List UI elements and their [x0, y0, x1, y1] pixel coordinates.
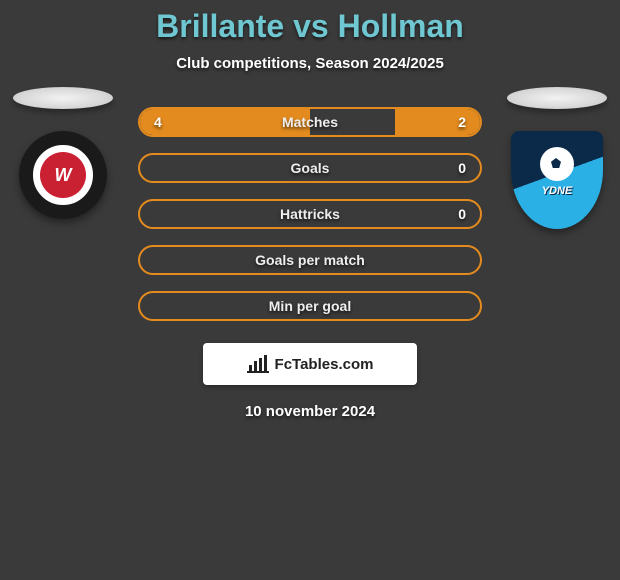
- stat-row: Goals per match: [138, 245, 482, 275]
- wanderers-monogram: W: [40, 152, 86, 198]
- platform-left: [13, 87, 113, 109]
- comparison-card: Brillante vs Hollman Club competitions, …: [0, 0, 620, 420]
- right-club-logo: YDNE: [511, 131, 603, 229]
- stat-label: Matches: [282, 114, 338, 130]
- stat-value-left: 4: [154, 114, 162, 130]
- brand-inner: FcTables.com: [247, 355, 374, 373]
- left-club-logo: W: [19, 131, 107, 219]
- stat-value-right: 2: [458, 114, 466, 130]
- stat-row: 4 Matches 2: [138, 107, 482, 137]
- sydney-label: YDNE: [542, 185, 573, 197]
- stat-value-right: 0: [458, 206, 466, 222]
- left-club-column: W: [8, 87, 118, 219]
- stat-label: Goals: [291, 160, 330, 176]
- stat-rows: 4 Matches 2 Goals 0 Hattricks 0 Goals per match…: [138, 107, 482, 321]
- stat-row: Min per goal: [138, 291, 482, 321]
- stat-label: Min per goal: [269, 298, 351, 314]
- brand-text: FcTables.com: [275, 356, 374, 373]
- ball-icon: [540, 147, 574, 181]
- main-area: W YDNE 4 Matches 2 Goals 0 Hattricks 0 Goals pe…: [0, 107, 620, 420]
- right-club-column: YDNE: [502, 87, 612, 229]
- stat-label: Hattricks: [280, 206, 340, 222]
- chart-icon: [247, 355, 269, 373]
- brand-box[interactable]: FcTables.com: [203, 343, 417, 385]
- subtitle: Club competitions, Season 2024/2025: [0, 55, 620, 72]
- platform-right: [507, 87, 607, 109]
- stat-row: Hattricks 0: [138, 199, 482, 229]
- stat-value-right: 0: [458, 160, 466, 176]
- stat-label: Goals per match: [255, 252, 365, 268]
- stat-fill-right: [395, 109, 480, 135]
- page-title: Brillante vs Hollman: [0, 8, 620, 45]
- stat-row: Goals 0: [138, 153, 482, 183]
- date-label: 10 november 2024: [0, 403, 620, 420]
